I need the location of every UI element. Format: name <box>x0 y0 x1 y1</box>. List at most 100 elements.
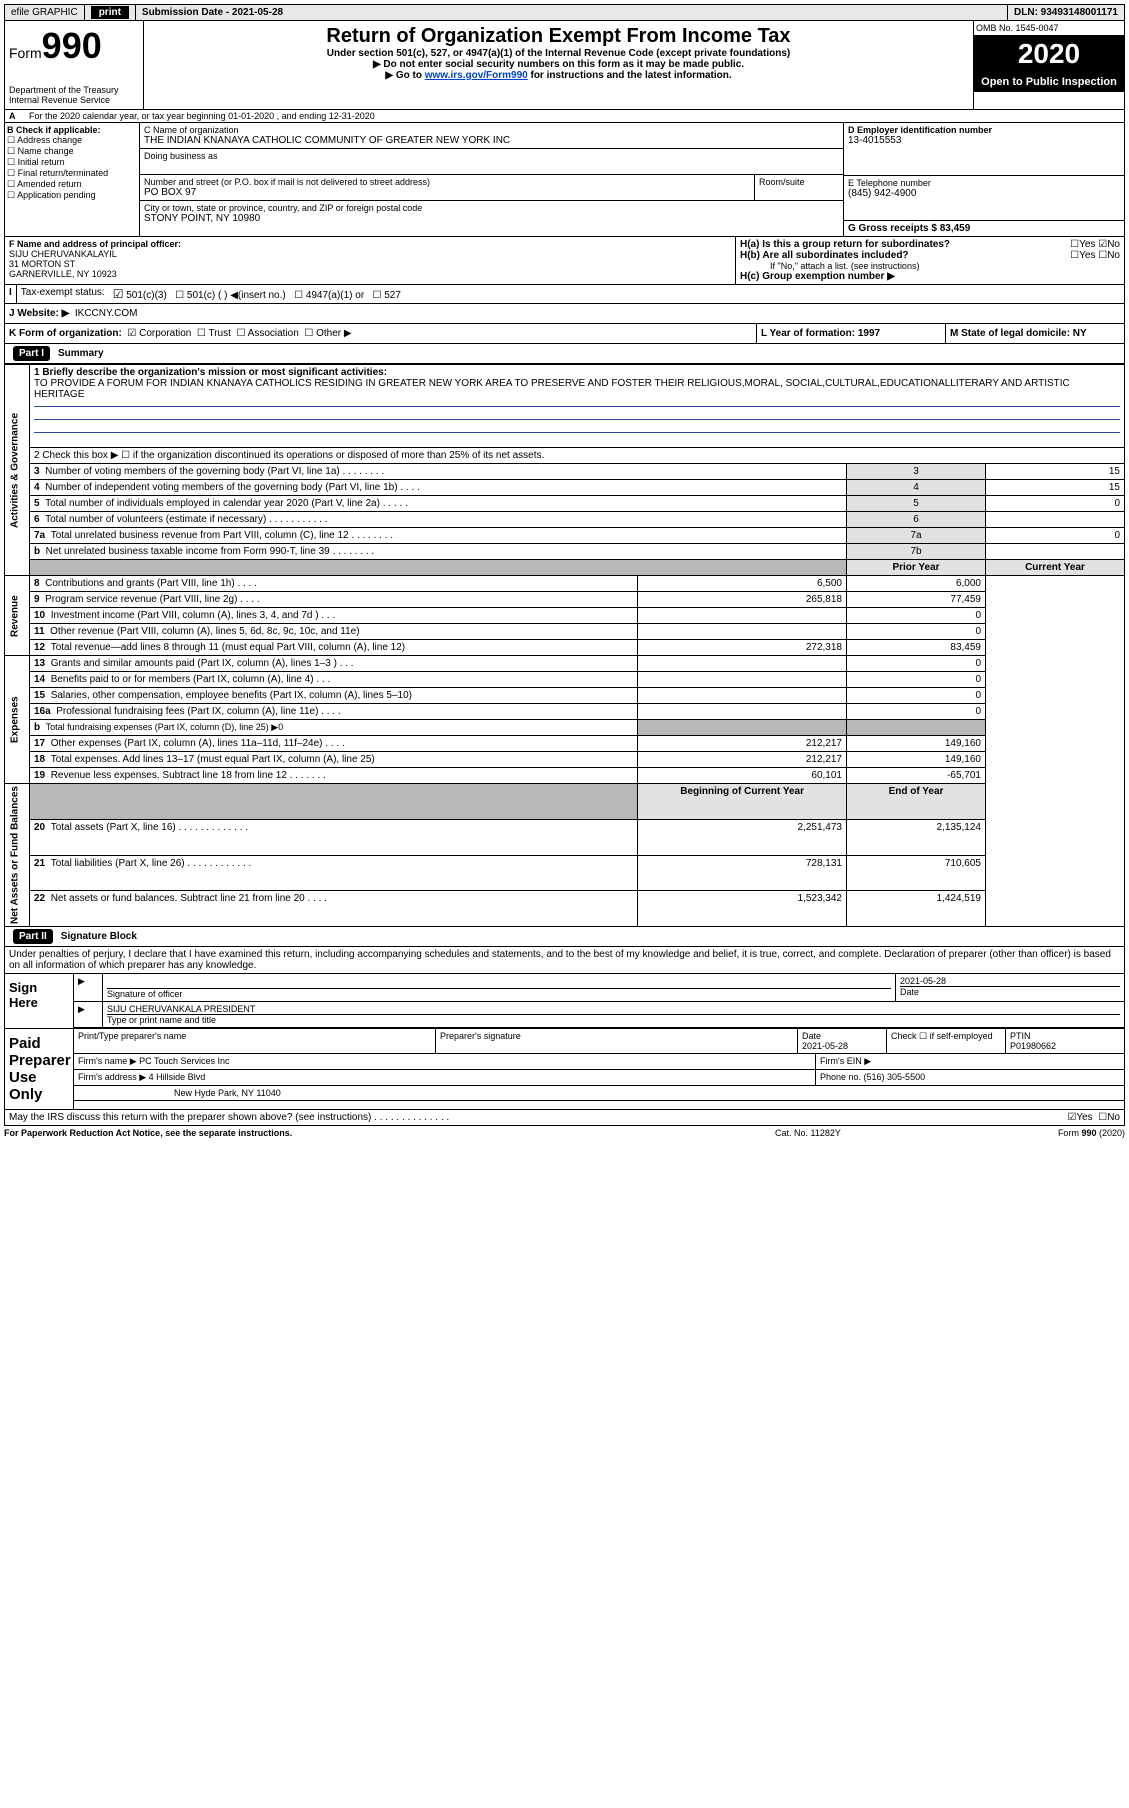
b-item[interactable]: ☐ Address change <box>7 135 137 146</box>
footer-left: For Paperwork Reduction Act Notice, see … <box>4 1128 775 1138</box>
row-a: A For the 2020 calendar year, or tax yea… <box>4 110 1125 123</box>
summary-table: Activities & Governance 1 Briefly descri… <box>4 364 1125 927</box>
f-label: F Name and address of principal officer: <box>9 239 181 249</box>
firm-name: PC Touch Services Inc <box>139 1056 229 1066</box>
website-value: IKCCNY.COM <box>75 308 138 319</box>
b-item[interactable]: ☐ Final return/terminated <box>7 168 137 179</box>
dba-label: Doing business as <box>144 151 839 161</box>
phone-value: (845) 942-4900 <box>848 188 1120 199</box>
discuss-text: May the IRS discuss this return with the… <box>9 1112 1067 1123</box>
dept-label: Department of the Treasury Internal Reve… <box>9 85 139 105</box>
b-label: B Check if applicable: <box>7 125 137 135</box>
row-j: J Website: ▶ IKCCNY.COM <box>4 304 1125 324</box>
firm-ein-label: Firm's EIN ▶ <box>816 1054 1124 1069</box>
note2-pre: ▶ Go to <box>385 70 424 81</box>
form-header: Form990 Department of the Treasury Inter… <box>4 21 1125 110</box>
hc-label: H(c) Group exemption number ▶ <box>740 271 1120 282</box>
prep-sig-col: Preparer's signature <box>436 1029 798 1053</box>
hb-label: H(b) Are all subordinates included? <box>740 250 909 261</box>
part-i-bar: Part I Summary <box>4 344 1125 364</box>
part-ii-bar: Part II Signature Block <box>4 927 1125 947</box>
side-governance: Activities & Governance <box>5 365 30 576</box>
row-i: I Tax-exempt status: ☑ 501(c)(3) ☐ 501(c… <box>4 285 1125 304</box>
date-label: Date <box>900 986 1120 997</box>
org-name: THE INDIAN KNANAYA CATHOLIC COMMUNITY OF… <box>144 135 839 146</box>
checkbox-icon[interactable]: ☑ <box>113 287 124 301</box>
side-expenses: Expenses <box>5 656 30 784</box>
street-value: PO BOX 97 <box>144 187 750 198</box>
sig-officer-label: Signature of officer <box>107 988 891 999</box>
submission-date: Submission Date - 2021-05-28 <box>136 5 1008 20</box>
form-number: 990 <box>42 25 102 66</box>
sign-block: Sign Here ▶ Signature of officer 2021-05… <box>4 974 1125 1029</box>
city-value: STONY POINT, NY 10980 <box>144 213 839 224</box>
side-net: Net Assets or Fund Balances <box>5 784 30 927</box>
dln: DLN: 93493148001171 <box>1008 5 1124 20</box>
prep-name-col: Print/Type preparer's name <box>74 1029 436 1053</box>
officer-print-name: SIJU CHERUVANKALA PRESIDENT <box>107 1004 1120 1014</box>
b-item[interactable]: ☐ Application pending <box>7 190 137 201</box>
line1-text: TO PROVIDE A FORUM FOR INDIAN KNANAYA CA… <box>34 378 1120 400</box>
part-ii-title: Signature Block <box>61 931 137 942</box>
city-label: City or town, state or province, country… <box>144 203 839 213</box>
row-klm: K Form of organization: ☑ Corporation ☐ … <box>4 324 1125 344</box>
ein-label: D Employer identification number <box>848 125 1120 135</box>
firm-phone: Phone no. (516) 305-5500 <box>816 1070 1124 1085</box>
paid-preparer-block: Paid Preparer Use Only Print/Type prepar… <box>4 1029 1125 1110</box>
line1-label: 1 Briefly describe the organization's mi… <box>34 367 1120 378</box>
c-name-label: C Name of organization <box>144 125 839 135</box>
firm-addr: 4 Hillside Blvd <box>149 1072 206 1082</box>
firm-addr2: New Hyde Park, NY 11040 <box>74 1086 1124 1100</box>
row-a-label: A <box>5 110 25 122</box>
room-label: Room/suite <box>755 175 843 200</box>
note2-post: for instructions and the latest informat… <box>528 70 732 81</box>
arrow-icon: ▶ <box>74 1002 103 1027</box>
hb-note: If "No," attach a list. (see instruction… <box>740 261 1120 271</box>
declaration: Under penalties of perjury, I declare th… <box>4 947 1125 974</box>
side-revenue: Revenue <box>5 576 30 656</box>
ein-value: 13-4015553 <box>848 135 1120 146</box>
ptin: P01980662 <box>1010 1041 1056 1051</box>
sign-here-label: Sign Here <box>5 974 74 1028</box>
l-label: L Year of formation: 1997 <box>757 324 946 343</box>
form-title: Return of Organization Exempt From Incom… <box>148 25 969 48</box>
self-employed[interactable]: Check ☐ if self-employed <box>887 1029 1006 1053</box>
irs-link[interactable]: www.irs.gov/Form990 <box>425 70 528 81</box>
part-ii-tag: Part II <box>13 929 53 944</box>
bcde-block: B Check if applicable: ☐ Address change … <box>4 123 1125 236</box>
row-a-text: For the 2020 calendar year, or tax year … <box>25 110 379 122</box>
tax-year: 2020 <box>974 36 1124 72</box>
omb-number: OMB No. 1545-0047 <box>974 21 1124 36</box>
efile-label: efile GRAPHIC <box>5 5 85 20</box>
j-label: J Website: ▶ <box>9 308 69 319</box>
street-label: Number and street (or P.O. box if mail i… <box>144 177 750 187</box>
b-item[interactable]: ☐ Amended return <box>7 179 137 190</box>
print-button[interactable]: print <box>91 6 129 19</box>
m-label: M State of legal domicile: NY <box>946 324 1124 343</box>
form-note1: ▶ Do not enter social security numbers o… <box>148 59 969 70</box>
top-bar: efile GRAPHIC print Submission Date - 20… <box>4 4 1125 21</box>
line2: 2 Check this box ▶ ☐ if the organization… <box>30 448 1125 464</box>
arrow-icon: ▶ <box>74 974 103 1001</box>
sign-date: 2021-05-28 <box>900 976 1120 986</box>
officer-street: 31 MORTON ST <box>9 259 75 269</box>
footer: For Paperwork Reduction Act Notice, see … <box>4 1126 1125 1140</box>
part-i-tag: Part I <box>13 346 50 361</box>
footer-right: Form 990 (2020) <box>975 1128 1125 1138</box>
phone-label: E Telephone number <box>848 178 1120 188</box>
row-fh: F Name and address of principal officer:… <box>4 236 1125 285</box>
form-subtitle: Under section 501(c), 527, or 4947(a)(1)… <box>148 48 969 59</box>
b-item[interactable]: ☐ Initial return <box>7 157 137 168</box>
officer-city: GARNERVILLE, NY 10923 <box>9 269 117 279</box>
open-inspection: Open to Public Inspection <box>974 72 1124 92</box>
officer-name: SIJU CHERUVANKALAYIL <box>9 249 117 259</box>
b-item[interactable]: ☐ Name change <box>7 146 137 157</box>
discuss-row: May the IRS discuss this return with the… <box>4 1110 1125 1126</box>
i-label: Tax-exempt status: <box>17 285 109 303</box>
form-word: Form <box>9 45 42 61</box>
name-label: Type or print name and title <box>107 1014 1120 1025</box>
gross-receipts: G Gross receipts $ 83,459 <box>848 223 1120 234</box>
footer-center: Cat. No. 11282Y <box>775 1128 975 1138</box>
k-label: K Form of organization: <box>9 328 122 339</box>
ha-label: H(a) Is this a group return for subordin… <box>740 239 950 250</box>
